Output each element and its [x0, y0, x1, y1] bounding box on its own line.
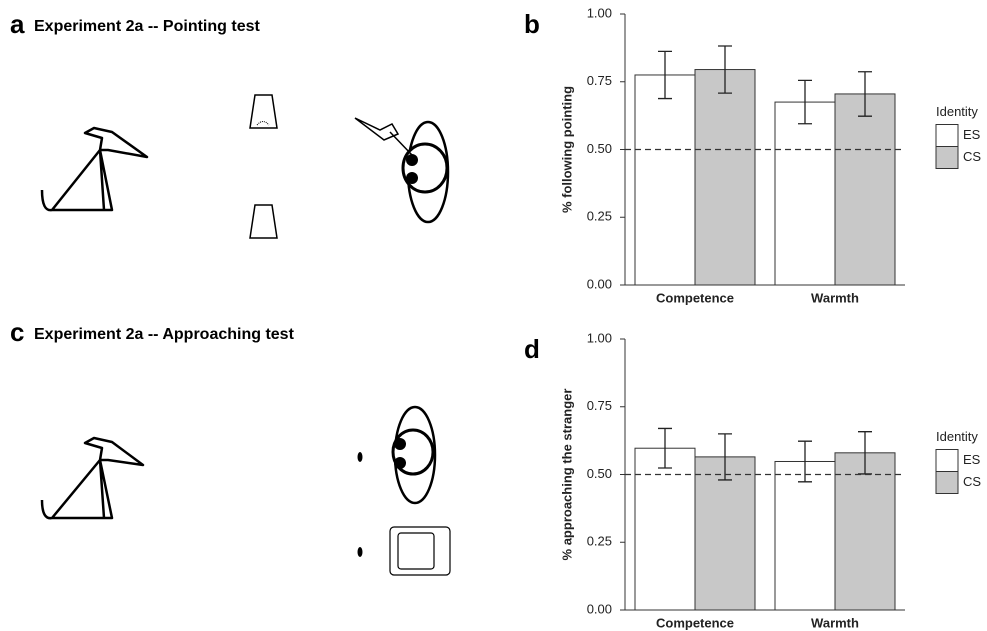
y-axis-label: % following pointing [559, 86, 574, 213]
legend-swatch [935, 146, 959, 169]
bar [694, 69, 756, 286]
y-tick-label: 0.50 [587, 466, 612, 481]
approaching-scene [40, 405, 451, 576]
error-bar [718, 45, 732, 94]
pointing-scene [40, 94, 450, 239]
hand-icon [394, 457, 406, 469]
x-tick-label: Competence [656, 290, 734, 305]
x-tick-label: Warmth [811, 290, 859, 305]
hand-icon [406, 172, 418, 184]
legend-swatch [935, 124, 959, 147]
bar [834, 452, 896, 611]
panel-label: d [524, 334, 540, 364]
marker-icon [357, 452, 363, 462]
legend-swatch [935, 449, 959, 472]
y-tick-label: 1.00 [587, 330, 612, 345]
y-tick-label: 1.00 [587, 5, 612, 20]
food-icon [256, 121, 270, 126]
bar [834, 93, 896, 286]
legend-title: Identity [936, 429, 978, 444]
error-bar [718, 433, 732, 481]
y-tick-label: 0.00 [587, 601, 612, 616]
dog-icon [40, 126, 149, 212]
bar [634, 74, 696, 286]
x-tick-label: Competence [656, 615, 734, 630]
x-tick-label: Warmth [811, 615, 859, 630]
y-tick-label: 0.25 [587, 534, 612, 549]
dog-icon [40, 436, 145, 520]
hand-icon [406, 154, 418, 166]
y-tick-label: 0.75 [587, 398, 612, 413]
panel-label: b [524, 9, 540, 39]
panel-title: Experiment 2a -- Approaching test [34, 326, 295, 343]
chair-seat [397, 532, 435, 570]
bar [634, 447, 696, 611]
y-tick-label: 0.25 [587, 209, 612, 224]
panel-label: a [10, 9, 25, 39]
legend-label: ES [963, 127, 981, 142]
panel-title: Experiment 2a -- Pointing test [34, 18, 260, 35]
error-bar [798, 79, 812, 125]
cup-icon [249, 94, 278, 129]
marker-icon [357, 547, 363, 557]
cup-icon [249, 204, 278, 239]
legend-swatch [935, 471, 959, 494]
y-tick-label: 0.00 [587, 276, 612, 291]
legend-title: Identity [936, 104, 978, 119]
y-axis-label: % approaching the stranger [559, 389, 574, 561]
error-bar [658, 427, 672, 469]
y-tick-label: 0.50 [587, 141, 612, 156]
bar [774, 460, 836, 611]
hand-icon [394, 438, 406, 450]
head-icon [401, 142, 449, 194]
legend-label: CS [963, 149, 981, 164]
y-tick-label: 0.75 [587, 73, 612, 88]
error-bar [858, 71, 872, 117]
bar [774, 101, 836, 286]
legend-label: CS [963, 474, 981, 489]
panel-label: c [10, 317, 24, 347]
legend-label: ES [963, 452, 981, 467]
error-bar [658, 50, 672, 100]
pointing-arm [354, 117, 413, 156]
